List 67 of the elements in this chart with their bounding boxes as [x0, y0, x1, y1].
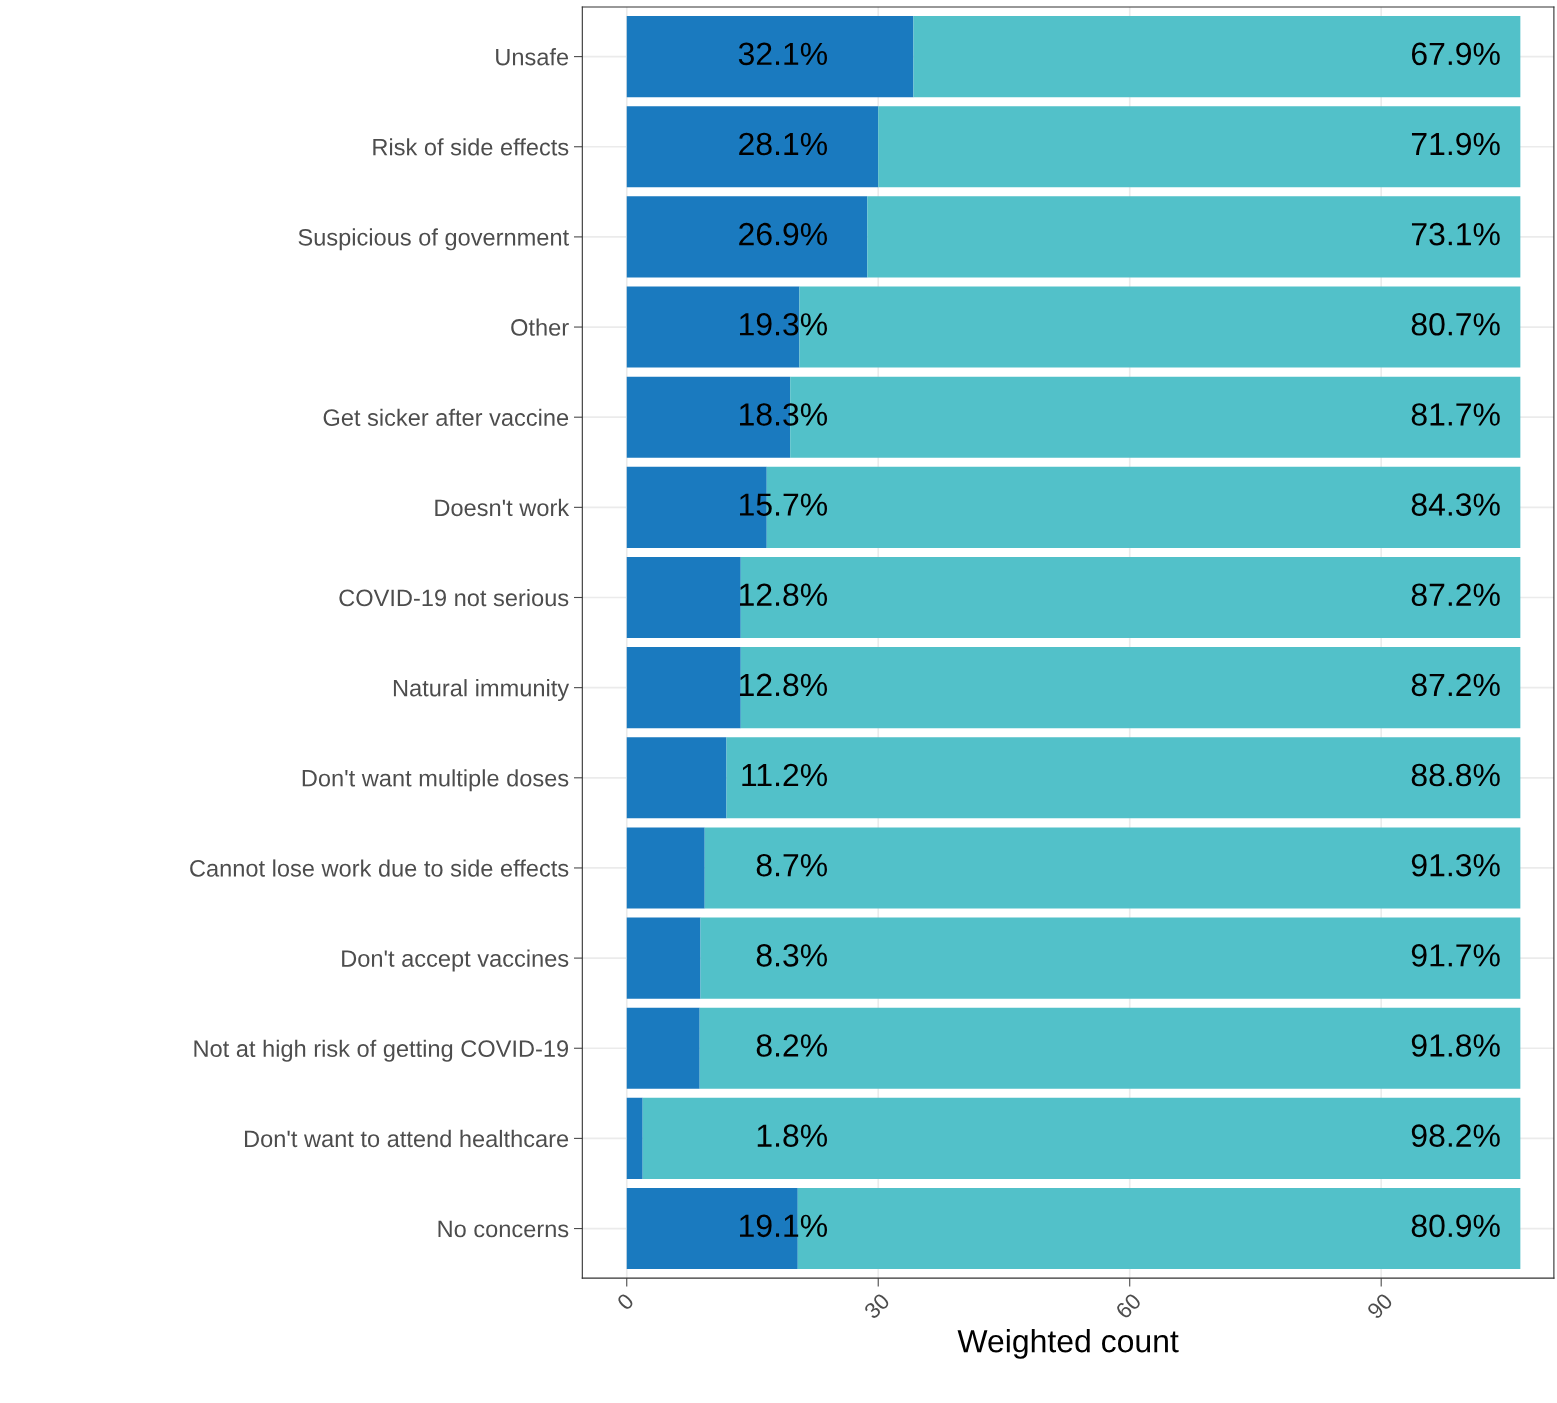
- annotation: 91.8%: [1411, 1034, 1500, 1057]
- annotation: 1.8%: [757, 1124, 827, 1147]
- annotation: 88.8%: [1411, 763, 1500, 787]
- bar: [642, 1097, 1521, 1179]
- annotation: 12.8%: [740, 673, 827, 697]
- annotation: 87.2%: [1411, 673, 1500, 697]
- annotation: 80.9%: [1411, 1214, 1500, 1238]
- bar: [699, 1007, 1521, 1089]
- y-tick-label: Risk of side effects: [373, 138, 569, 156]
- annotation: 19.3%: [740, 313, 827, 336]
- annotation: 91.3%: [1411, 853, 1500, 877]
- annotation: 73.1%: [1411, 222, 1500, 246]
- bar: [740, 647, 1521, 729]
- bar: [704, 827, 1521, 909]
- bar: [626, 1097, 643, 1179]
- annotation: 81.7%: [1411, 403, 1500, 426]
- bar: [626, 917, 701, 999]
- bar: [626, 556, 741, 639]
- bar: [626, 196, 868, 278]
- x-tick-label: 90: [1366, 1292, 1394, 1320]
- annotation: 32.1%: [738, 42, 827, 66]
- annotation: 15.7%: [740, 493, 827, 516]
- y-tick-label: Doesn't work: [435, 498, 570, 517]
- bar: [626, 827, 705, 909]
- annotation: 11.2%: [742, 763, 827, 787]
- x-tick-label: 30: [863, 1292, 891, 1320]
- y-tick-label: Unsafe: [496, 48, 569, 66]
- annotation: 8.3%: [756, 944, 827, 967]
- annotation: 28.1%: [739, 132, 827, 156]
- annotation: 19.1%: [740, 1214, 827, 1238]
- annotation: 98.2%: [1411, 1124, 1500, 1147]
- annotation: 67.9%: [1411, 42, 1500, 66]
- x-axis-title: Weighted count: [957, 1329, 1179, 1359]
- bar: [626, 1007, 700, 1089]
- y-tick-label: Other: [511, 318, 569, 336]
- annotation: 12.8%: [740, 583, 827, 607]
- y-tick-label: Don't want to attend healthcare: [244, 1129, 569, 1148]
- annotation: 91.7%: [1411, 944, 1500, 967]
- bar: [626, 16, 914, 98]
- bar: [626, 737, 727, 819]
- bar: [867, 196, 1521, 278]
- bar: [626, 647, 741, 729]
- annotation: 80.7%: [1411, 313, 1500, 336]
- annotation: 18.3%: [740, 403, 827, 426]
- x-tick-label: 60: [1114, 1292, 1143, 1320]
- y-tick-label: Cannot lose work due to side effects: [190, 859, 569, 877]
- annotation: 8.2%: [756, 1034, 827, 1057]
- annotation: 87.2%: [1411, 583, 1500, 607]
- bar: [626, 106, 879, 188]
- annotation: 71.9%: [1411, 132, 1500, 156]
- y-tick-label: COVID-19 not serious: [339, 588, 569, 607]
- y-tick-label: Get sicker after vaccine: [323, 408, 569, 426]
- bar: [740, 556, 1521, 639]
- annotation: 26.9%: [739, 222, 827, 246]
- y-tick-label: Don't want multiple doses: [302, 769, 569, 792]
- x-tick-label: 0: [616, 1292, 635, 1311]
- bar: [913, 16, 1521, 98]
- y-tick-label: Suspicious of government: [298, 228, 569, 251]
- y-tick-label: Natural immunity: [393, 679, 570, 702]
- annotation: 84.3%: [1411, 493, 1500, 516]
- y-tick-label: No concerns: [438, 1220, 569, 1238]
- bar: [700, 917, 1521, 999]
- y-tick-label: Don't accept vaccines: [342, 949, 569, 972]
- bar: [878, 106, 1521, 188]
- annotation: 8.7%: [756, 853, 827, 877]
- y-tick-label: Not at high risk of getting COVID-19: [194, 1039, 569, 1062]
- bar: [726, 737, 1521, 819]
